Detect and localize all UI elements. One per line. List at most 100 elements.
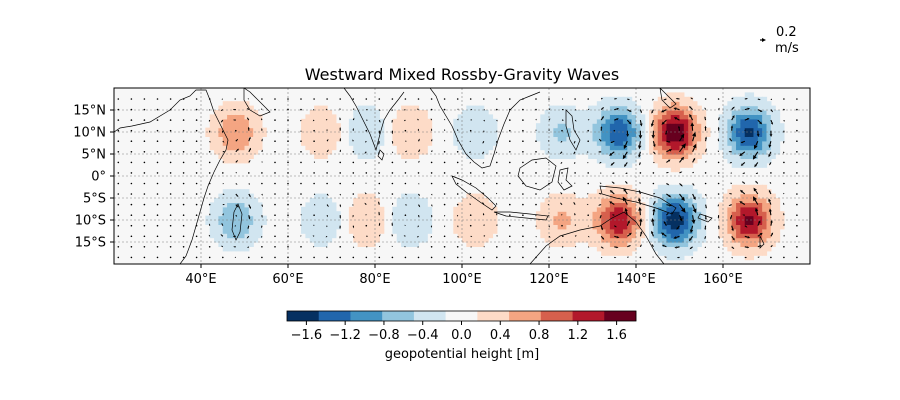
field-cell [614, 105, 620, 111]
field-cell [723, 114, 728, 120]
field-cell [688, 96, 694, 102]
field-cell [253, 127, 259, 133]
wind-vector-head [312, 109, 314, 111]
field-cell [357, 193, 363, 199]
wind-vector [195, 256, 198, 259]
field-cell [379, 224, 385, 230]
field-cell [666, 228, 672, 234]
wind-vector [600, 107, 604, 111]
field-cell [601, 189, 607, 195]
field-cell [614, 118, 620, 124]
wind-vector [352, 236, 355, 238]
field-cell [670, 198, 676, 203]
field-cell [361, 198, 367, 203]
field-cell [618, 250, 624, 256]
wind-vector [756, 172, 759, 174]
field-cell [601, 202, 607, 208]
field-cell [688, 189, 694, 195]
field-cell [253, 206, 259, 212]
wind-vector-head [353, 108, 355, 109]
field-cell [544, 228, 550, 234]
wind-vector [690, 116, 694, 121]
field-cell [544, 233, 550, 239]
field-cell [718, 233, 724, 239]
wind-vector [679, 158, 683, 163]
field-cell [470, 154, 476, 159]
field-cell [636, 228, 641, 234]
wind-vector-head [392, 142, 394, 144]
field-cell [627, 105, 633, 111]
field-cell [253, 220, 259, 225]
field-cell [418, 123, 424, 129]
field-cell [253, 211, 259, 217]
wind-vector-head [717, 126, 720, 129]
field-cell [622, 101, 628, 107]
field-cell [227, 118, 233, 124]
field-cell [240, 206, 246, 212]
field-cell [688, 158, 694, 164]
field-cell [257, 114, 263, 120]
field-cell [453, 136, 459, 142]
field-cell [466, 198, 472, 203]
field-cell [479, 105, 485, 111]
wind-vector-head [732, 237, 735, 241]
field-cell [727, 118, 733, 124]
wind-vector-head [661, 244, 665, 247]
field-cell [749, 96, 755, 102]
field-cell [422, 123, 428, 129]
wind-vector [692, 147, 696, 153]
wind-vector [143, 203, 146, 206]
field-cell [309, 132, 315, 137]
wind-vector [418, 204, 420, 207]
field-cell [244, 132, 250, 137]
field-cell [457, 215, 463, 221]
wind-vector-head [236, 215, 238, 217]
wind-vector-head [771, 232, 774, 235]
field-cell [609, 127, 615, 133]
wind-vector [560, 140, 563, 143]
wind-vector [287, 151, 289, 153]
field-cell [422, 132, 428, 137]
field-cell [227, 127, 233, 133]
field-cell [570, 198, 576, 203]
field-cell [675, 158, 681, 164]
field-cell [614, 233, 620, 239]
field-cell [335, 224, 341, 230]
field-cell [622, 158, 628, 164]
wind-vector [405, 150, 407, 153]
field-cell [666, 233, 672, 239]
field-cell [727, 202, 733, 208]
field-cell [692, 224, 698, 230]
field-cell [466, 123, 472, 129]
field-cell [240, 237, 246, 243]
wind-vector-head [611, 181, 614, 183]
field-cell [335, 136, 341, 142]
wind-vector-head [746, 98, 748, 100]
field-cell [353, 202, 359, 208]
field-cell [579, 202, 585, 208]
field-cell [231, 224, 237, 230]
field-cell [636, 202, 641, 208]
field-cell [348, 206, 354, 212]
field-cell [401, 198, 407, 203]
wind-vector [221, 234, 224, 237]
wind-vector-head [378, 132, 381, 135]
field-cell [222, 237, 228, 243]
wind-vector [326, 193, 329, 196]
field-cell [553, 110, 559, 115]
field-cell [688, 149, 694, 155]
field-cell [762, 127, 768, 133]
field-cell [222, 127, 228, 133]
wind-vector-head [364, 192, 366, 194]
wind-vector [117, 140, 120, 142]
field-cell [622, 224, 628, 230]
field-cell [392, 136, 398, 142]
field-cell [470, 233, 476, 239]
field-cell [462, 118, 467, 124]
wind-vector-head [639, 123, 643, 127]
wind-vector-head [651, 244, 654, 246]
field-cell [261, 127, 267, 133]
wind-vector [691, 225, 694, 230]
field-cell [366, 206, 372, 212]
field-cell [361, 118, 367, 124]
